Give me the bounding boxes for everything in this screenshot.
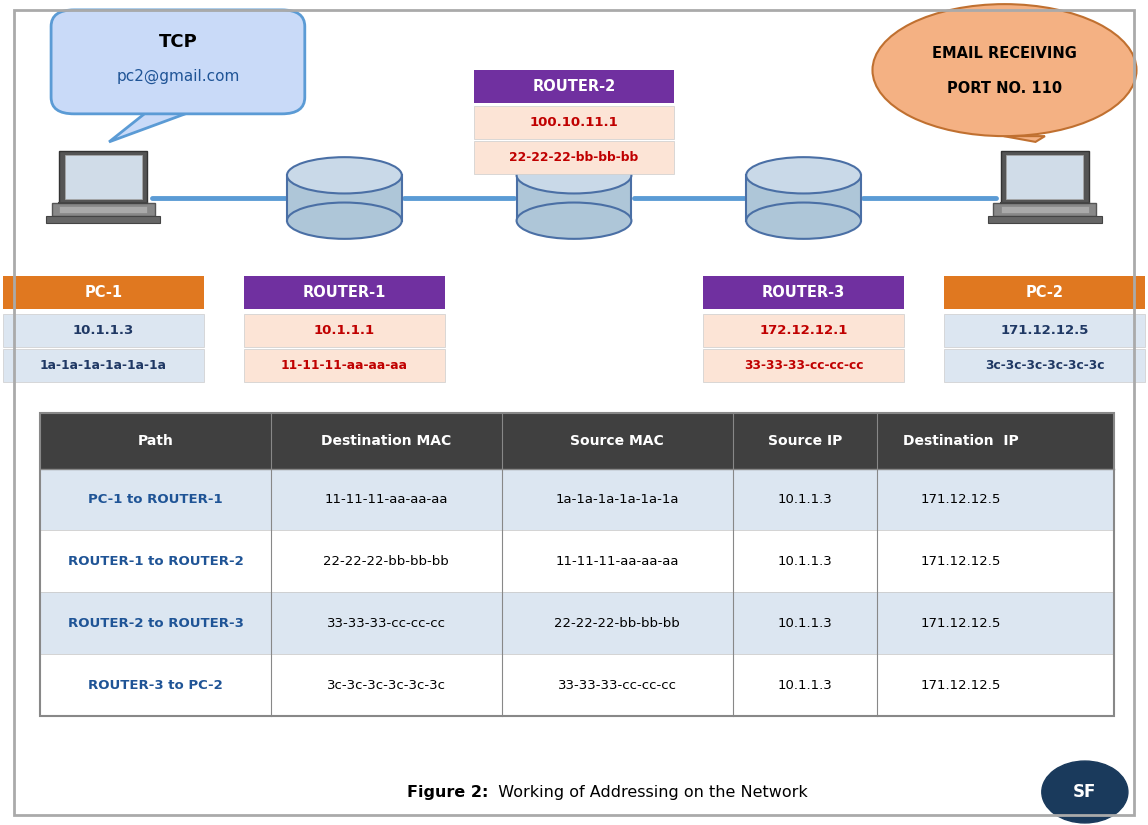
Ellipse shape	[746, 202, 861, 239]
Text: ROUTER-2: ROUTER-2	[533, 79, 615, 94]
Bar	[3, 276, 204, 309]
Bar	[1006, 155, 1084, 199]
Bar	[944, 276, 1146, 309]
Ellipse shape	[746, 157, 861, 193]
Bar	[1001, 152, 1088, 203]
Text: TCP: TCP	[158, 33, 197, 51]
Bar	[40, 469, 1114, 530]
Text: 171.12.12.5: 171.12.12.5	[921, 617, 1001, 629]
Bar	[517, 176, 631, 220]
Text: Source MAC: Source MAC	[571, 434, 664, 447]
Text: 172.12.12.1: 172.12.12.1	[760, 323, 847, 337]
Ellipse shape	[517, 157, 631, 193]
Bar	[243, 349, 444, 382]
Text: 10.1.1.3: 10.1.1.3	[777, 493, 832, 506]
Text: 1a-1a-1a-1a-1a-1a: 1a-1a-1a-1a-1a-1a	[556, 493, 678, 506]
Text: Working of Addressing on the Network: Working of Addressing on the Network	[488, 785, 808, 799]
Ellipse shape	[287, 202, 402, 239]
Ellipse shape	[1042, 761, 1127, 823]
Text: SF: SF	[1073, 783, 1096, 801]
Bar	[3, 349, 204, 382]
Text: 33-33-33-cc-cc-cc: 33-33-33-cc-cc-cc	[327, 617, 445, 629]
Text: ROUTER-2 to ROUTER-3: ROUTER-2 to ROUTER-3	[68, 617, 243, 629]
Text: 171.12.12.5: 171.12.12.5	[921, 555, 1001, 568]
Text: 3c-3c-3c-3c-3c-3c: 3c-3c-3c-3c-3c-3c	[985, 359, 1104, 372]
Bar	[40, 412, 1114, 469]
Bar	[703, 276, 905, 309]
Text: 100.10.11.1: 100.10.11.1	[529, 116, 619, 129]
Text: 171.12.12.5: 171.12.12.5	[1001, 323, 1088, 337]
Bar	[944, 349, 1146, 382]
Bar	[60, 152, 147, 203]
Text: 3c-3c-3c-3c-3c-3c: 3c-3c-3c-3c-3c-3c	[327, 679, 445, 691]
Text: 11-11-11-aa-aa-aa: 11-11-11-aa-aa-aa	[281, 359, 408, 372]
Text: 11-11-11-aa-aa-aa: 11-11-11-aa-aa-aa	[325, 493, 448, 506]
Bar	[40, 592, 1114, 654]
Bar	[40, 412, 1114, 716]
Bar	[703, 314, 905, 346]
Polygon shape	[109, 107, 203, 142]
Text: EMAIL RECEIVING: EMAIL RECEIVING	[932, 46, 1077, 61]
Bar	[473, 106, 674, 139]
Bar	[60, 206, 147, 213]
Bar	[3, 314, 204, 346]
Text: 11-11-11-aa-aa-aa: 11-11-11-aa-aa-aa	[556, 555, 678, 568]
Bar	[52, 203, 155, 216]
Text: Figure 2:: Figure 2:	[406, 785, 488, 799]
Ellipse shape	[287, 157, 402, 193]
Text: 33-33-33-cc-cc-cc: 33-33-33-cc-cc-cc	[744, 359, 863, 372]
Text: PORT NO. 110: PORT NO. 110	[947, 81, 1062, 96]
Bar	[40, 654, 1114, 716]
Text: PC-1 to ROUTER-1: PC-1 to ROUTER-1	[88, 493, 223, 506]
Bar	[40, 530, 1114, 592]
Text: ROUTER-1: ROUTER-1	[303, 285, 386, 300]
Text: 171.12.12.5: 171.12.12.5	[921, 493, 1001, 506]
Text: 1a-1a-1a-1a-1a-1a: 1a-1a-1a-1a-1a-1a	[40, 359, 166, 372]
Ellipse shape	[517, 202, 631, 239]
FancyBboxPatch shape	[52, 10, 304, 114]
Text: pc2@gmail.com: pc2@gmail.com	[116, 69, 240, 84]
Text: 10.1.1.3: 10.1.1.3	[777, 679, 832, 691]
Text: PC-2: PC-2	[1025, 285, 1064, 300]
Bar	[987, 216, 1102, 223]
Bar	[993, 203, 1096, 216]
Bar	[473, 141, 674, 174]
Text: 33-33-33-cc-cc-cc: 33-33-33-cc-cc-cc	[558, 679, 676, 691]
Text: ROUTER-3: ROUTER-3	[762, 285, 845, 300]
Text: 22-22-22-bb-bb-bb: 22-22-22-bb-bb-bb	[554, 617, 680, 629]
Text: Path: Path	[138, 434, 173, 447]
Text: 10.1.1.3: 10.1.1.3	[777, 617, 832, 629]
Bar	[703, 349, 905, 382]
Text: ROUTER-3 to PC-2: ROUTER-3 to PC-2	[88, 679, 223, 691]
Text: 10.1.1.3: 10.1.1.3	[777, 555, 832, 568]
Text: 22-22-22-bb-bb-bb: 22-22-22-bb-bb-bb	[510, 151, 638, 164]
Text: Source IP: Source IP	[768, 434, 843, 447]
Text: Destination  IP: Destination IP	[902, 434, 1018, 447]
Text: 10.1.1.3: 10.1.1.3	[72, 323, 134, 337]
Bar	[46, 216, 161, 223]
Bar	[1001, 206, 1088, 213]
Text: ROUTER-1 to ROUTER-2: ROUTER-1 to ROUTER-2	[68, 555, 243, 568]
Ellipse shape	[872, 4, 1137, 136]
Text: 171.12.12.5: 171.12.12.5	[921, 679, 1001, 691]
Text: PC-1: PC-1	[84, 285, 123, 300]
Bar	[287, 176, 402, 220]
Bar	[64, 155, 142, 199]
Bar	[473, 70, 674, 103]
Polygon shape	[1003, 136, 1045, 142]
Text: Destination MAC: Destination MAC	[321, 434, 451, 447]
Bar	[243, 314, 444, 346]
Bar	[243, 276, 444, 309]
Text: 22-22-22-bb-bb-bb: 22-22-22-bb-bb-bb	[324, 555, 449, 568]
Bar	[944, 314, 1146, 346]
Bar	[746, 176, 861, 220]
Text: 10.1.1.1: 10.1.1.1	[313, 323, 375, 337]
